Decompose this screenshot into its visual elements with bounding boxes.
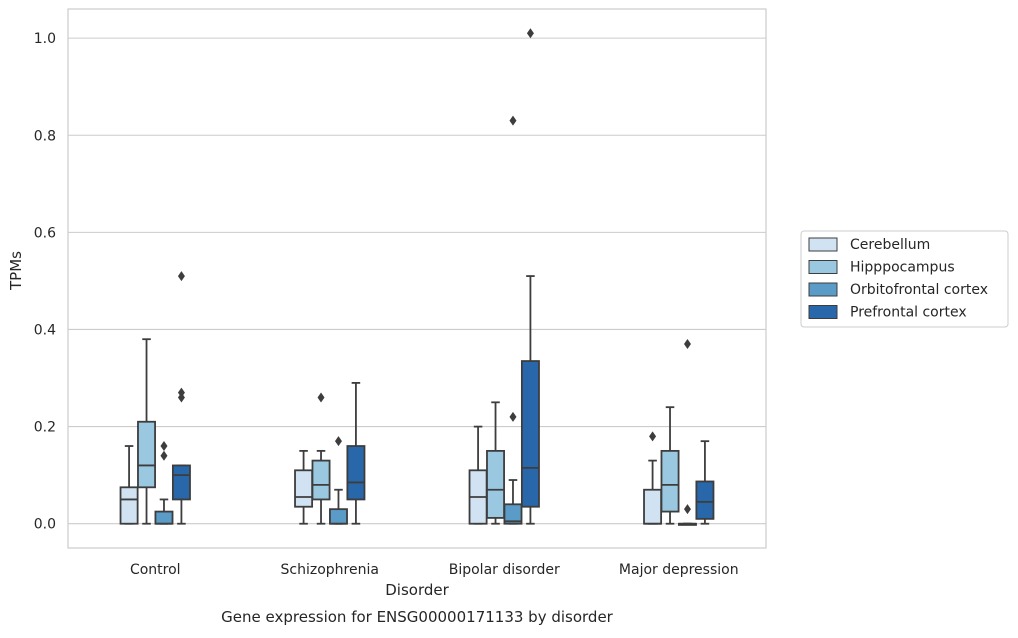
legend-swatch bbox=[808, 260, 838, 274]
box-body bbox=[695, 480, 715, 520]
box-cerebellum bbox=[119, 445, 139, 525]
y-tick-label: 0.6 bbox=[34, 225, 56, 241]
x-axis-label: Disorder bbox=[385, 581, 449, 599]
chart-title: Gene expression for ENSG00000171133 by d… bbox=[221, 608, 614, 626]
box-hipppocampus bbox=[486, 401, 505, 525]
outlier-point bbox=[509, 411, 517, 422]
y-tick-labels: 0.0 0.2 0.4 0.6 0.8 1.0 bbox=[34, 31, 56, 533]
legend-label: Hipppocampus bbox=[850, 260, 955, 276]
legend-label: Cerebellum bbox=[850, 237, 930, 253]
outlier-point bbox=[160, 450, 168, 461]
outlier-point bbox=[160, 441, 168, 452]
box-orbitofrontal-cortex bbox=[329, 436, 348, 525]
outlier-point bbox=[526, 28, 534, 39]
box-body bbox=[503, 503, 523, 525]
legend-label: Prefrontal cortex bbox=[850, 305, 967, 321]
y-tick-label: 0.2 bbox=[34, 420, 56, 436]
box-prefrontal-cortex bbox=[520, 28, 540, 525]
outlier-point bbox=[649, 431, 657, 442]
box-body bbox=[643, 488, 663, 525]
box-body bbox=[520, 360, 540, 508]
legend-label: Orbitofrontal cortex bbox=[850, 282, 988, 298]
outlier-point bbox=[177, 271, 185, 282]
box-prefrontal-cortex bbox=[346, 382, 366, 525]
box-body bbox=[486, 449, 505, 519]
box-body bbox=[137, 420, 156, 489]
box-cerebellum bbox=[294, 449, 314, 525]
y-axis-label: TPMs bbox=[7, 251, 25, 291]
box-hipppocampus bbox=[660, 406, 680, 525]
outlier-point bbox=[177, 387, 185, 398]
box-body bbox=[311, 459, 331, 501]
outlier-point bbox=[509, 115, 517, 126]
box-body bbox=[294, 469, 314, 508]
legend-swatch bbox=[808, 282, 838, 297]
x-tick-label: Schizophrenia bbox=[281, 562, 379, 578]
box-body bbox=[119, 486, 139, 525]
plot-frame bbox=[67, 8, 767, 549]
box-prefrontal-cortex bbox=[695, 440, 715, 525]
box-cerebellum bbox=[468, 425, 488, 525]
x-tick-labels: Control Schizophrenia Bipolar disorder Majo… bbox=[130, 562, 739, 578]
y-tick-label: 0.8 bbox=[34, 128, 56, 144]
box-body bbox=[660, 449, 680, 513]
y-tick-label: 0.4 bbox=[34, 322, 56, 338]
y-tick-label: 1.0 bbox=[34, 31, 56, 47]
legend-swatch bbox=[808, 305, 838, 319]
box-body bbox=[154, 510, 174, 525]
box-orbitofrontal-cortex bbox=[503, 115, 523, 525]
box-orbitofrontal-cortex bbox=[154, 441, 174, 525]
box-prefrontal-cortex bbox=[171, 271, 191, 525]
box-body bbox=[329, 508, 348, 525]
outlier-point bbox=[317, 392, 325, 403]
box-body bbox=[346, 445, 366, 501]
box-cerebellum bbox=[643, 431, 663, 525]
box-layer bbox=[119, 28, 715, 526]
legend-frame bbox=[800, 230, 1009, 328]
outlier-point bbox=[683, 339, 691, 350]
legend: Cerebellum Hipppocampus Orbitofrontal cort… bbox=[800, 230, 1009, 328]
box-hipppocampus bbox=[137, 338, 156, 525]
x-tick-label: Major depression bbox=[619, 562, 739, 578]
legend-swatch bbox=[808, 237, 838, 252]
x-tick-label: Bipolar disorder bbox=[449, 562, 560, 578]
box-hipppocampus bbox=[311, 392, 331, 525]
box-orbitofrontal-cortex bbox=[678, 339, 697, 526]
y-tick-label: 0.0 bbox=[34, 517, 56, 533]
outlier-point bbox=[334, 436, 342, 447]
outlier-point bbox=[683, 504, 691, 515]
x-tick-label: Control bbox=[130, 562, 181, 578]
box-body bbox=[171, 464, 191, 501]
